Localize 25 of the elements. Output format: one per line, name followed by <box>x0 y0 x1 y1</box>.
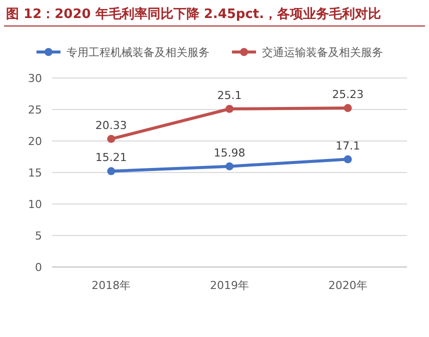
y-tick-label: 25 <box>28 104 42 116</box>
point <box>344 104 352 112</box>
data-label: 20.33 <box>95 118 127 132</box>
x-tick-label: 2018年 <box>92 279 131 292</box>
x-tick-label: 2019年 <box>210 279 249 292</box>
point <box>226 162 234 170</box>
y-tick-label: 20 <box>28 135 42 148</box>
y-tick-label: 30 <box>28 72 42 85</box>
data-label: 25.1 <box>217 88 242 102</box>
y-tick-label: 15 <box>28 166 42 180</box>
point <box>107 167 116 176</box>
point <box>344 155 352 164</box>
y-tick-label: 5 <box>35 230 42 242</box>
chart-title: 图 12：2020 年毛利率同比下降 2.45pct.，各项业务毛利对比 <box>6 6 382 22</box>
x-tick-label: 2020年 <box>328 279 368 292</box>
legend-label: 交通运输装备及相关服务 <box>262 46 383 59</box>
data-label: 15.21 <box>95 151 127 164</box>
y-tick-label: 0 <box>35 261 42 274</box>
point <box>107 134 116 143</box>
data-label: 25.23 <box>332 88 364 102</box>
point <box>226 104 234 113</box>
y-tick-label: 10 <box>28 198 42 211</box>
data-label: 15.98 <box>214 146 246 160</box>
legend-label: 专用工程机械装备及相关服务 <box>66 46 210 59</box>
data-label: 17.1 <box>336 139 360 152</box>
